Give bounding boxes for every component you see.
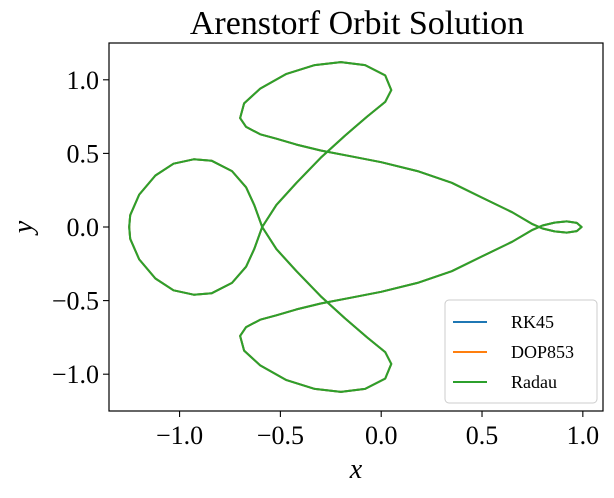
- y-tick-label: −0.5: [52, 287, 99, 316]
- x-axis: −1.0 −0.5 0.0 0.5 1.0: [156, 411, 599, 450]
- y-tick-label: 0.0: [67, 213, 100, 242]
- legend-label: DOP853: [511, 342, 574, 362]
- y-tick-label: −1.0: [52, 360, 99, 389]
- plot-area: [128, 61, 583, 393]
- x-axis-label: x: [349, 454, 363, 485]
- x-tick-label: −0.5: [257, 421, 304, 450]
- legend-label: RK45: [511, 312, 554, 332]
- chart-title: Arenstorf Orbit Solution: [190, 5, 524, 42]
- legend: RK45 DOP853 Radau: [444, 299, 598, 404]
- x-tick-label: 0.0: [365, 421, 398, 450]
- x-tick-label: −1.0: [156, 421, 203, 450]
- series-line-radau: [128, 61, 583, 393]
- y-tick-label: 1.0: [67, 66, 100, 95]
- x-tick-label: 1.0: [567, 421, 600, 450]
- x-tick-label: 0.5: [466, 421, 499, 450]
- legend-box: [444, 299, 598, 404]
- y-axis: −1.0 −0.5 0.0 0.5 1.0: [52, 66, 109, 389]
- y-tick-label: 0.5: [67, 139, 100, 168]
- legend-label: Radau: [511, 372, 557, 392]
- y-axis-label: y: [8, 220, 39, 236]
